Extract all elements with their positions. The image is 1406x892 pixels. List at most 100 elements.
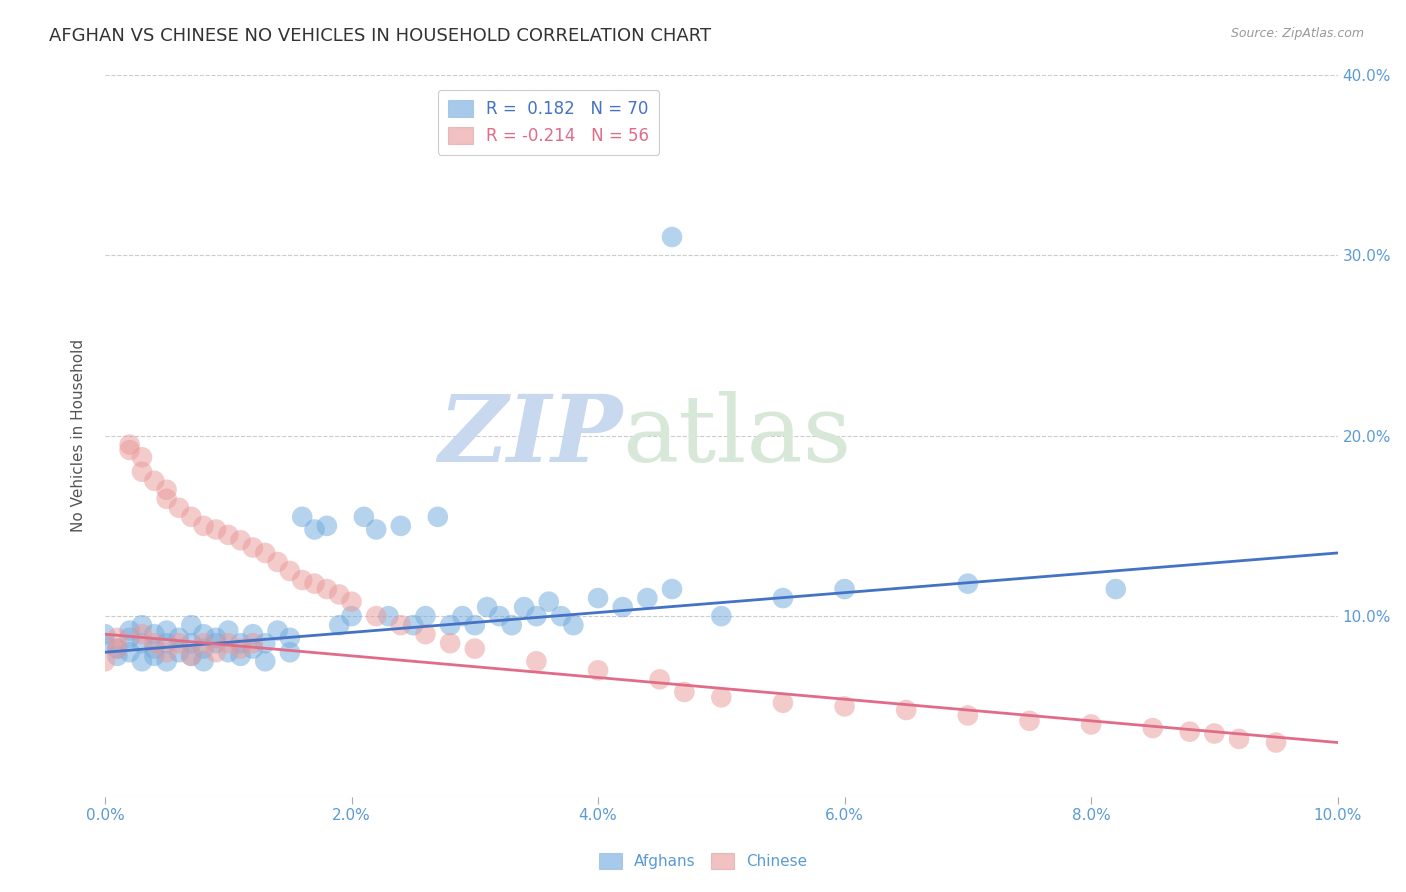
Point [105, 641, 128, 656]
Point [193, 641, 215, 656]
Point [402, 618, 425, 632]
Point [167, 500, 190, 515]
Point [377, 609, 399, 624]
Point [180, 636, 202, 650]
Point [1265, 735, 1288, 749]
Point [464, 618, 486, 632]
Point [353, 509, 375, 524]
Point [501, 618, 523, 632]
Point [254, 654, 277, 668]
Point [710, 609, 733, 624]
Point [562, 618, 585, 632]
Point [118, 443, 141, 458]
Point [1105, 582, 1128, 596]
Point [156, 636, 179, 650]
Point [1018, 714, 1040, 728]
Point [131, 636, 153, 650]
Point [772, 591, 794, 605]
Point [180, 648, 202, 663]
Point [156, 483, 179, 497]
Point [205, 523, 228, 537]
Point [167, 636, 190, 650]
Point [389, 618, 412, 632]
Point [131, 654, 153, 668]
Point [1204, 726, 1226, 740]
Point [156, 624, 179, 638]
Point [193, 519, 215, 533]
Text: atlas: atlas [623, 391, 852, 481]
Point [242, 541, 264, 555]
Point [167, 645, 190, 659]
Point [340, 609, 363, 624]
Point [426, 509, 449, 524]
Point [180, 648, 202, 663]
Point [229, 636, 252, 650]
Point [1142, 721, 1164, 735]
Point [1080, 717, 1102, 731]
Point [366, 609, 388, 624]
Point [217, 528, 239, 542]
Point [131, 618, 153, 632]
Point [439, 636, 461, 650]
Point [105, 631, 128, 645]
Point [526, 654, 548, 668]
Point [304, 576, 326, 591]
Point [956, 576, 979, 591]
Text: ZIP: ZIP [439, 391, 623, 481]
Point [156, 645, 179, 659]
Point [242, 627, 264, 641]
Point [217, 636, 239, 650]
Point [278, 645, 301, 659]
Point [254, 636, 277, 650]
Point [94, 627, 117, 641]
Point [143, 641, 166, 656]
Point [304, 523, 326, 537]
Point [266, 624, 288, 638]
Point [513, 600, 536, 615]
Point [254, 546, 277, 560]
Point [834, 699, 856, 714]
Point [475, 600, 498, 615]
Point [242, 641, 264, 656]
Point [229, 641, 252, 656]
Point [328, 618, 350, 632]
Point [834, 582, 856, 596]
Point [205, 631, 228, 645]
Point [105, 641, 128, 656]
Text: AFGHAN VS CHINESE NO VEHICLES IN HOUSEHOLD CORRELATION CHART: AFGHAN VS CHINESE NO VEHICLES IN HOUSEHO… [49, 27, 711, 45]
Point [118, 631, 141, 645]
Point [143, 474, 166, 488]
Point [1178, 724, 1201, 739]
Point [636, 591, 658, 605]
Point [1227, 731, 1250, 746]
Point [193, 636, 215, 650]
Point [710, 690, 733, 705]
Point [291, 573, 314, 587]
Point [205, 645, 228, 659]
Point [896, 703, 918, 717]
Y-axis label: No Vehicles in Household: No Vehicles in Household [72, 339, 86, 533]
Point [586, 591, 609, 605]
Point [673, 685, 696, 699]
Point [439, 618, 461, 632]
Point [217, 624, 239, 638]
Point [315, 582, 337, 596]
Point [612, 600, 634, 615]
Legend: Afghans, Chinese: Afghans, Chinese [593, 847, 813, 875]
Point [266, 555, 288, 569]
Point [550, 609, 572, 624]
Point [205, 636, 228, 650]
Point [278, 564, 301, 578]
Point [217, 645, 239, 659]
Text: Source: ZipAtlas.com: Source: ZipAtlas.com [1230, 27, 1364, 40]
Point [229, 533, 252, 548]
Point [661, 582, 683, 596]
Point [193, 654, 215, 668]
Point [118, 437, 141, 451]
Point [415, 609, 437, 624]
Point [131, 450, 153, 465]
Point [291, 509, 314, 524]
Point [180, 509, 202, 524]
Point [131, 465, 153, 479]
Point [167, 631, 190, 645]
